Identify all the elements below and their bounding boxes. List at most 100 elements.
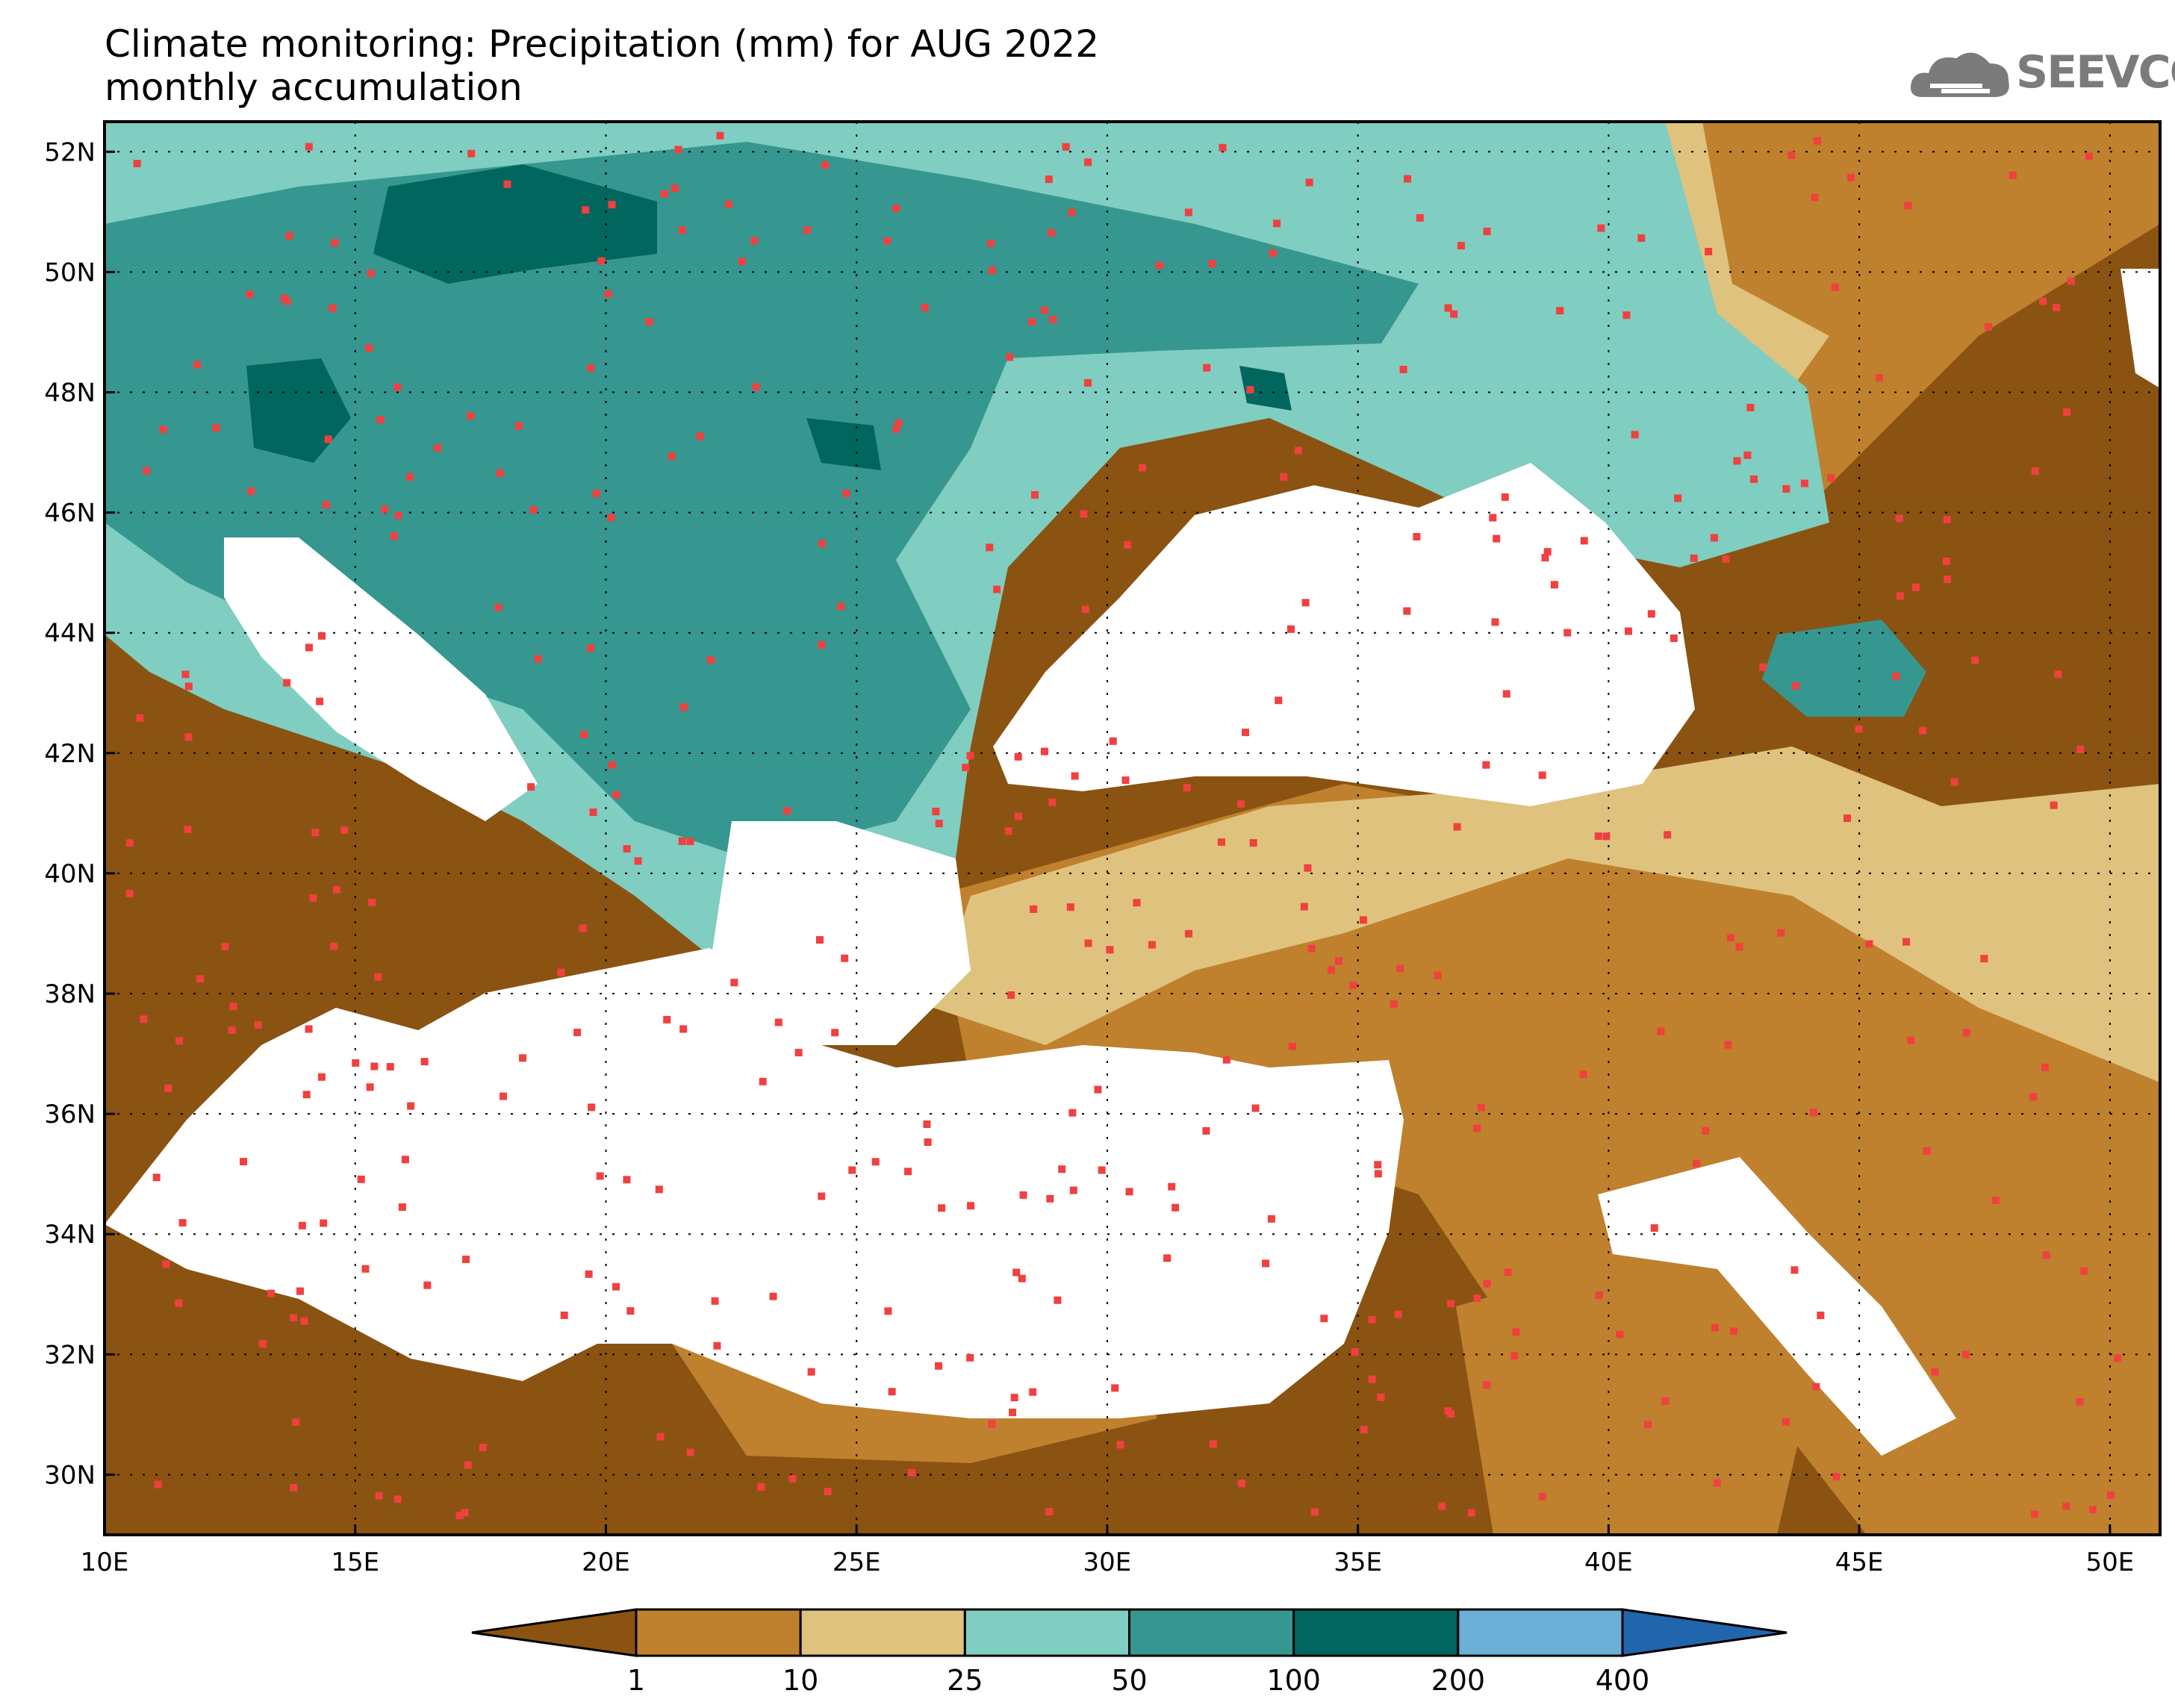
station-marker [1098, 1166, 1106, 1174]
station-marker [1827, 474, 1835, 482]
adriatic-sea [224, 537, 538, 821]
station-marker [908, 1468, 916, 1477]
station-marker [1163, 1254, 1171, 1262]
colorbar-label: 1 [627, 1664, 645, 1697]
station-marker [769, 1292, 777, 1300]
station-marker [1595, 1291, 1603, 1300]
station-marker [1007, 991, 1015, 999]
station-marker [663, 1015, 671, 1023]
station-marker [993, 585, 1001, 593]
station-marker [283, 679, 291, 687]
station-marker [331, 239, 339, 247]
station-marker [967, 1202, 975, 1210]
station-marker [818, 1192, 826, 1200]
station-marker [1450, 310, 1458, 318]
station-marker [1457, 242, 1465, 250]
station-marker [1759, 663, 1767, 671]
station-marker [1502, 690, 1510, 698]
station-marker [154, 1480, 162, 1489]
station-marker [365, 344, 373, 352]
colorbar-bin [1292, 1608, 1460, 1657]
station-marker [1009, 1409, 1017, 1417]
station-marker [892, 205, 900, 213]
station-marker [1217, 838, 1225, 847]
station-marker [1084, 158, 1092, 166]
station-marker [883, 237, 892, 245]
station-marker [1133, 899, 1141, 907]
station-marker [1892, 672, 1900, 680]
station-marker [674, 146, 682, 154]
station-marker [587, 644, 595, 652]
axis-ticks: 10E 15E 20E 25E 30E 35E 40E 45E 50E 30N 32N 34N 36N 3… [44, 137, 2134, 1577]
band-100-200-ukraine [1239, 366, 1292, 411]
station-marker [1327, 966, 1335, 974]
station-marker [1116, 1441, 1124, 1449]
station-marker [696, 432, 704, 440]
station-marker [181, 670, 190, 679]
station-marker [716, 131, 724, 140]
station-marker [390, 532, 398, 540]
station-marker [1904, 202, 1912, 210]
station-marker [1209, 1440, 1217, 1448]
lat-tick-label: 52N [44, 137, 96, 167]
station-marker [152, 1174, 161, 1182]
station-marker [322, 501, 330, 509]
station-marker [254, 1020, 262, 1029]
station-marker [529, 505, 538, 514]
station-marker [1069, 1186, 1077, 1194]
station-marker [2031, 1510, 2039, 1518]
station-marker [634, 857, 642, 865]
station-marker [1556, 307, 1564, 315]
station-marker [1029, 1388, 1037, 1396]
lon-tick-label: 40E [1584, 1548, 1633, 1577]
station-marker [623, 1176, 631, 1184]
station-marker [656, 1433, 665, 1441]
station-marker [1307, 944, 1316, 953]
station-marker [1616, 1330, 1624, 1338]
station-marker [164, 1084, 172, 1092]
station-marker [1811, 193, 1819, 202]
station-marker [184, 682, 193, 691]
station-marker [1661, 1397, 1670, 1405]
station-marker [759, 1077, 767, 1085]
colorbar-bin [1621, 1608, 1787, 1657]
station-marker [1335, 957, 1343, 965]
station-marker [892, 425, 900, 433]
station-marker [1030, 490, 1039, 499]
station-marker [596, 1172, 604, 1180]
colorbar-label: 100 [1266, 1664, 1321, 1697]
station-marker [1875, 374, 1883, 382]
station-marker [184, 826, 192, 834]
station-marker [894, 419, 903, 427]
station-marker [1543, 548, 1552, 556]
station-marker [750, 237, 759, 245]
station-marker [500, 1092, 508, 1100]
station-marker [1702, 1126, 1710, 1135]
station-marker [1018, 1274, 1026, 1282]
station-marker [1310, 1508, 1319, 1516]
station-marker [679, 1025, 688, 1033]
station-marker [1538, 771, 1546, 779]
lat-tick-label: 34N [44, 1220, 96, 1250]
station-marker [1399, 365, 1407, 373]
station-marker [1081, 605, 1089, 614]
station-marker [623, 845, 631, 853]
station-marker [367, 898, 376, 906]
station-marker [1710, 534, 1718, 542]
colorbar-label: 10 [782, 1664, 818, 1697]
station-marker [394, 511, 402, 520]
station-marker [1637, 234, 1646, 242]
station-marker [2041, 1063, 2050, 1071]
station-marker [300, 1317, 308, 1325]
station-marker [1750, 475, 1758, 483]
station-marker [794, 1049, 803, 1057]
station-marker [2039, 297, 2047, 305]
station-marker [1944, 575, 1952, 583]
station-marker [352, 1059, 360, 1067]
colorbar-bin [963, 1608, 1131, 1657]
station-marker [317, 632, 326, 640]
station-marker [1280, 473, 1288, 481]
station-marker [1814, 137, 1822, 145]
station-marker [1010, 1394, 1018, 1402]
station-marker [332, 885, 340, 894]
